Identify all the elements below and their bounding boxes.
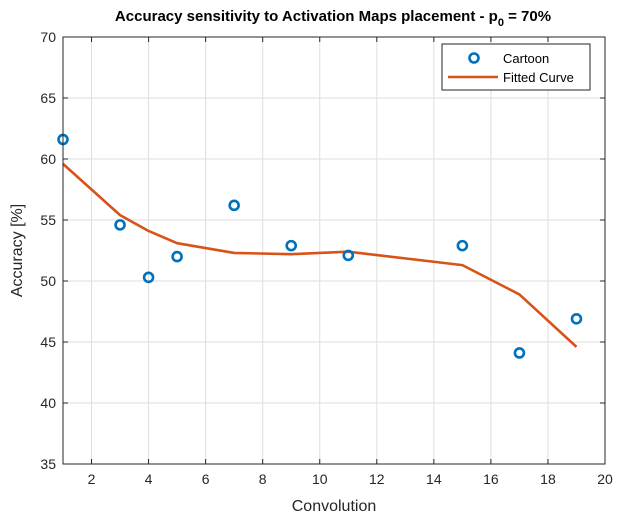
y-tick-label: 65 (40, 90, 56, 106)
plot-frame (62, 36, 606, 465)
x-tick-label: 6 (202, 471, 210, 487)
x-tick-label: 14 (426, 471, 442, 487)
x-tick-label: 18 (540, 471, 556, 487)
cartoon-data-point (142, 271, 155, 284)
cartoon-data-point (570, 313, 583, 325)
y-tick-label: 50 (40, 273, 56, 289)
x-tick-label: 8 (259, 471, 267, 487)
y-tick-label: 40 (40, 395, 56, 411)
legend-label-cartoon: Cartoon (503, 51, 549, 66)
fitted-curve-line (62, 162, 578, 348)
x-tick-label: 10 (312, 471, 328, 487)
chart-title: Accuracy sensitivity to Activation Maps … (115, 8, 551, 29)
y-tick-label: 60 (40, 151, 56, 167)
y-tick-label: 55 (40, 212, 56, 228)
cartoon-data-point (456, 239, 469, 252)
x-axis-ticks: 2 4 6 8 10 12 14 16 18 20 (88, 37, 613, 487)
chart-title-suffix: = 70% (504, 8, 551, 25)
plot-area (63, 37, 605, 464)
legend-marker-cartoon (468, 52, 480, 64)
cartoon-data-point (285, 239, 298, 252)
legend: Cartoon Fitted Curve (441, 43, 591, 91)
fitted-curve-layer (62, 162, 578, 348)
y-axis-ticks: 35 40 45 50 55 60 65 70 (40, 29, 605, 472)
legend-label-fitted-curve: Fitted Curve (503, 70, 574, 85)
cartoon-data-point (513, 347, 526, 359)
x-tick-label: 16 (483, 471, 499, 487)
x-tick-label: 20 (597, 471, 613, 487)
cartoon-data-point (228, 199, 240, 212)
x-axis-label: Convolution (292, 498, 377, 515)
cartoon-data-point (171, 250, 183, 263)
cartoon-data-point (342, 249, 355, 262)
x-tick-label: 12 (369, 471, 385, 487)
y-tick-label: 70 (40, 29, 56, 45)
x-tick-label: 2 (88, 471, 96, 487)
legend-box (441, 43, 591, 91)
x-tick-label: 4 (145, 471, 153, 487)
y-tick-label: 45 (40, 334, 56, 350)
chart-title-main: Accuracy sensitivity to Activation Maps … (115, 8, 498, 25)
y-axis-label: Accuracy [%] (9, 204, 26, 297)
chart-title-subscript: 0 (498, 17, 504, 29)
y-tick-label: 35 (40, 456, 56, 472)
cartoon-data-point (114, 219, 126, 231)
